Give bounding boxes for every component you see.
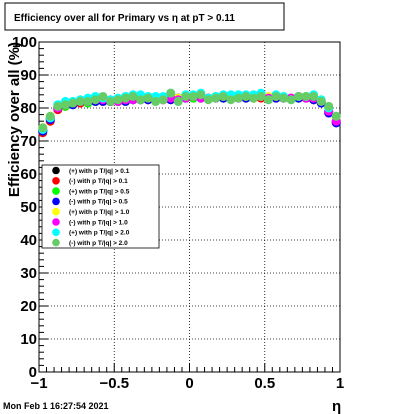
legend-label: (-) with p T/|q| > 0.5 <box>69 199 128 206</box>
chart-title: Efficiency over all for Primary vs η at … <box>14 13 235 24</box>
legend-items: (+) with p T/|q| > 0.1 (-) with p T/|q| >… <box>52 166 130 247</box>
data-point <box>53 101 63 111</box>
legend-marker <box>52 238 60 247</box>
y-tick-label: 90 <box>20 67 37 84</box>
data-point <box>68 98 78 108</box>
data-point <box>136 95 146 105</box>
data-point <box>324 101 334 111</box>
x-tick-label: 0 <box>185 375 193 392</box>
axes: 0 10 20 30 40 50 60 70 80 90 100 −1 −0.5 0 0.5 1 <box>12 34 344 392</box>
data-points <box>38 88 341 138</box>
data-point <box>309 91 319 101</box>
data-point <box>90 95 100 105</box>
y-tick-label: 70 <box>20 133 37 150</box>
data-point <box>121 93 131 103</box>
legend-label: (-) with p T/|q| > 0.1 <box>69 178 128 185</box>
data-point <box>286 95 296 105</box>
x-tick-label: −0.5 <box>99 375 129 392</box>
data-point <box>151 96 161 106</box>
data-point <box>264 95 274 105</box>
data-point <box>233 93 243 103</box>
y-tick-label: 30 <box>20 265 37 282</box>
legend-label: (-) with p T/|q| > 2.0 <box>69 240 128 247</box>
y-tick-label: 10 <box>20 331 37 348</box>
data-point <box>279 93 289 103</box>
data-point <box>241 91 251 101</box>
legend-marker <box>52 218 60 226</box>
x-tick-label: 1 <box>336 375 344 392</box>
data-point <box>271 91 281 101</box>
legend-marker <box>52 197 60 206</box>
data-point <box>158 95 168 105</box>
legend-label: (+) with p T/|q| > 1.0 <box>69 209 130 216</box>
legend-frame <box>41 164 160 249</box>
legend-label: (+) with p T/|q| > 0.1 <box>69 168 130 175</box>
legend: (+) with p T/|q| > 0.1 (-) with p T/|q| >… <box>41 164 160 249</box>
data-point <box>45 111 55 121</box>
legend-label: (+) with p T/|q| > 2.0 <box>69 230 130 237</box>
y-tick-label: 50 <box>20 199 37 216</box>
title-frame <box>4 2 285 31</box>
data-point <box>75 96 85 106</box>
data-point <box>203 95 213 105</box>
data-point <box>143 93 153 103</box>
data-point <box>181 91 191 101</box>
y-tick-label: 100 <box>12 34 37 51</box>
data-point <box>256 91 266 101</box>
x-axis-label: η <box>332 398 341 414</box>
data-point <box>188 91 198 101</box>
legend-marker <box>52 166 60 175</box>
data-point <box>113 95 123 105</box>
legend-marker <box>52 207 60 216</box>
y-tick-label: 60 <box>20 166 37 183</box>
data-point <box>211 93 221 103</box>
data-point <box>196 90 206 100</box>
y-tick-label: 80 <box>20 100 37 117</box>
y-tick-label: 0 <box>29 364 37 381</box>
data-point <box>218 91 228 101</box>
data-point <box>38 123 48 133</box>
data-point <box>83 96 93 106</box>
y-axis-label: Efficiency over all (%) <box>6 42 23 197</box>
legend-label: (-) with p T/|q| > 1.0 <box>69 219 128 226</box>
data-point <box>226 95 236 105</box>
title-box: Efficiency over all for Primary vs η at … <box>4 2 285 31</box>
data-point <box>248 93 258 103</box>
data-point <box>128 91 138 101</box>
legend-label: (+) with p T/|q| > 0.5 <box>69 188 130 195</box>
data-point <box>331 111 341 121</box>
data-point <box>294 91 304 101</box>
data-point <box>301 91 311 101</box>
legend-marker <box>52 177 60 185</box>
y-tick-label: 40 <box>20 232 37 249</box>
x-tick-label: 0.5 <box>254 375 275 392</box>
data-point <box>316 96 326 106</box>
y-tick-label: 20 <box>20 298 37 315</box>
footer-timestamp: Mon Feb 1 16:27:54 2021 <box>3 401 109 411</box>
data-point <box>166 88 176 98</box>
legend-marker <box>52 228 60 237</box>
data-point <box>105 96 115 106</box>
legend-marker <box>52 187 60 195</box>
data-point <box>98 91 108 101</box>
data-point <box>60 100 70 110</box>
x-tick-label: −1 <box>30 375 47 392</box>
data-point <box>173 96 183 106</box>
